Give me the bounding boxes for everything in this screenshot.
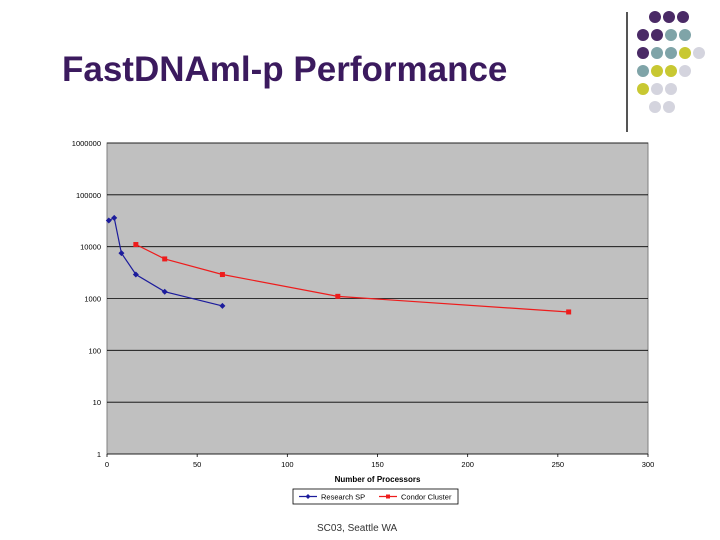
y-tick-label: 1000 — [84, 295, 101, 304]
series-condor-cluster — [133, 242, 572, 315]
x-tick-label: 0 — [105, 460, 109, 469]
decorative-dot — [649, 101, 661, 113]
data-point — [105, 217, 112, 224]
x-tick-label: 150 — [371, 460, 384, 469]
decorative-dot — [693, 47, 705, 59]
decorative-dot — [679, 65, 691, 77]
decorative-dot — [679, 29, 691, 41]
decorative-dot — [651, 29, 663, 41]
data-point — [566, 309, 572, 315]
decorative-dot — [663, 101, 675, 113]
footer-label: SC03, Seattle WA — [317, 523, 398, 534]
legend-marker — [305, 494, 311, 499]
legend-label: Condor Cluster — [401, 493, 452, 502]
decorative-dot — [665, 47, 677, 59]
decorative-dot — [637, 29, 649, 41]
data-point — [162, 256, 168, 262]
decorative-dot — [651, 47, 663, 59]
decorative-dot — [665, 29, 677, 41]
data-point — [161, 288, 168, 295]
legend-box — [292, 488, 459, 505]
x-tick-label: 50 — [193, 460, 201, 469]
decorative-dot — [665, 65, 677, 77]
decorative-dot — [677, 11, 689, 23]
legend-marker — [386, 494, 390, 499]
decorative-dot — [651, 83, 663, 95]
series-research-sp — [105, 214, 226, 309]
data-point — [219, 302, 226, 309]
decorative-dot — [637, 47, 649, 59]
data-point — [132, 271, 139, 278]
title-divider — [626, 12, 628, 132]
decorative-dot — [679, 47, 691, 59]
legend-label: Research SP — [321, 493, 365, 502]
x-axis-label: Number of Processors — [335, 475, 421, 484]
x-tick-label: 300 — [642, 460, 655, 469]
decorative-dot — [663, 11, 675, 23]
x-tick-label: 100 — [281, 460, 294, 469]
decorative-dot — [637, 83, 649, 95]
y-tick-label: 100 — [88, 346, 101, 355]
y-tick-label: 1000000 — [72, 139, 101, 148]
decorative-dot — [637, 65, 649, 77]
y-tick-label: 10 — [93, 398, 101, 407]
decorative-dot — [651, 65, 663, 77]
slide-title: FastDNAml-p Performance — [62, 50, 508, 89]
data-point — [111, 214, 118, 221]
x-tick-label: 200 — [461, 460, 474, 469]
y-tick-label: 100000 — [76, 191, 101, 200]
y-tick-label: 10000 — [80, 243, 101, 252]
performance-chart: 1 10 100 1000 10000 100000 1000000 0 50 100 150 20… — [60, 132, 660, 540]
data-point — [219, 272, 225, 278]
data-point — [335, 293, 341, 299]
decorative-dot — [665, 83, 677, 95]
data-point — [133, 242, 139, 248]
x-tick-label: 250 — [552, 460, 565, 469]
data-point — [118, 250, 125, 257]
decorative-dot-grid — [636, 8, 720, 118]
y-tick-label: 1 — [97, 450, 101, 459]
decorative-dot — [649, 11, 661, 23]
